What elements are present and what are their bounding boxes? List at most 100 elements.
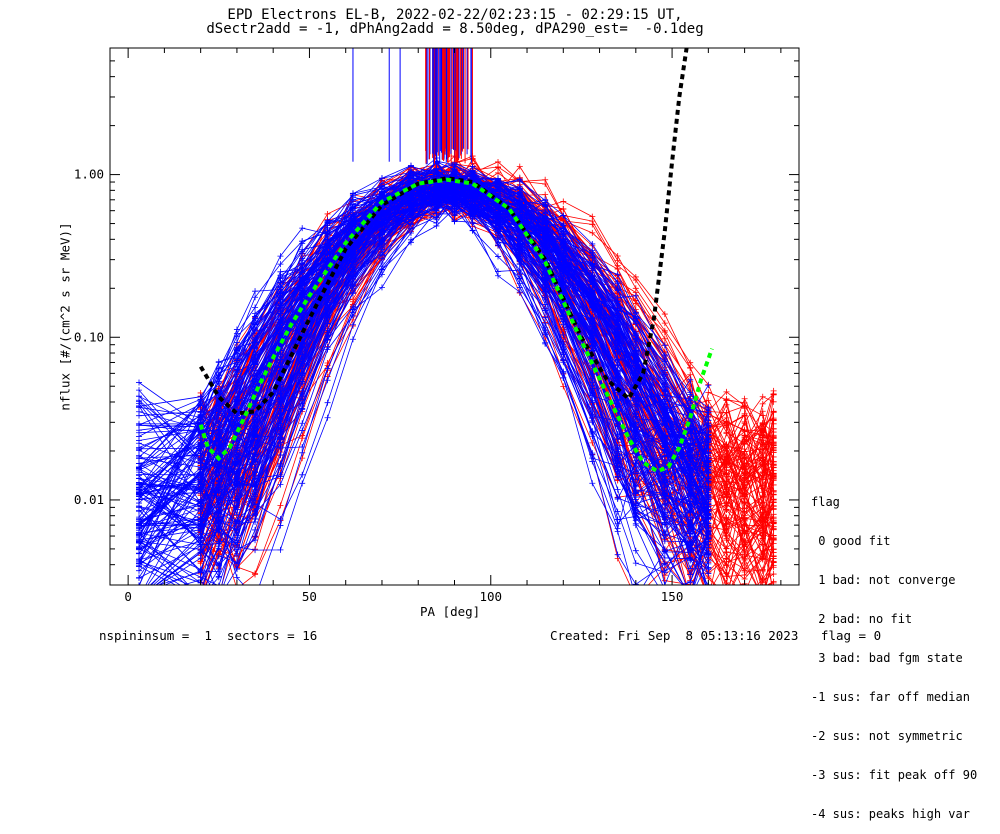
data-point-marker bbox=[349, 296, 356, 303]
data-point-marker bbox=[234, 586, 240, 592]
data-point-marker bbox=[723, 471, 730, 478]
data-point-marker bbox=[741, 405, 748, 412]
data-point-marker bbox=[760, 595, 766, 601]
data-point-marker bbox=[770, 506, 777, 513]
data-point-marker bbox=[705, 593, 711, 599]
data-point-marker bbox=[759, 567, 766, 574]
data-point-marker bbox=[723, 395, 730, 402]
data-point-marker bbox=[771, 594, 777, 600]
data-point-marker bbox=[633, 595, 639, 601]
data-point-marker bbox=[759, 529, 766, 536]
data-point-marker bbox=[770, 489, 777, 496]
data-point-marker bbox=[723, 526, 730, 533]
data-point-marker bbox=[252, 288, 259, 295]
data-point-marker bbox=[723, 478, 730, 485]
data-point-marker bbox=[742, 590, 748, 596]
data-point-marker bbox=[771, 588, 777, 594]
data-point-marker bbox=[661, 311, 668, 318]
data-point-marker bbox=[324, 414, 331, 421]
data-point-marker bbox=[632, 560, 639, 567]
data-point-marker bbox=[687, 589, 693, 595]
data-point-marker bbox=[771, 595, 777, 601]
data-point-marker bbox=[759, 428, 766, 435]
data-point-marker bbox=[760, 595, 766, 601]
data-point-marker bbox=[349, 190, 356, 197]
data-point-marker bbox=[136, 595, 142, 601]
data-point-marker bbox=[687, 591, 693, 597]
data-point-marker bbox=[687, 591, 693, 597]
data-point-marker bbox=[770, 425, 777, 432]
data-point-marker bbox=[723, 595, 729, 601]
data-point-marker bbox=[723, 595, 729, 601]
data-point-marker bbox=[198, 595, 204, 601]
data-point-marker bbox=[198, 595, 204, 601]
data-point-marker bbox=[759, 450, 766, 457]
data-point-marker bbox=[705, 595, 711, 601]
data-point-marker bbox=[723, 419, 730, 426]
data-point-marker bbox=[324, 210, 331, 217]
data-point-marker bbox=[495, 158, 502, 165]
data-point-marker bbox=[705, 595, 711, 601]
data-point-marker bbox=[560, 206, 567, 213]
data-point-marker bbox=[770, 387, 777, 394]
data-point-marker bbox=[723, 545, 730, 552]
data-point-marker bbox=[349, 336, 356, 343]
data-point-marker bbox=[277, 502, 284, 509]
data-point-marker bbox=[723, 445, 730, 452]
data-point-marker bbox=[705, 595, 711, 601]
data-point-marker bbox=[216, 595, 222, 601]
data-point-marker bbox=[770, 571, 777, 578]
data-point-marker bbox=[759, 400, 766, 407]
data-point-marker bbox=[277, 522, 284, 529]
data-point-marker bbox=[759, 541, 766, 548]
data-point-marker bbox=[723, 409, 730, 416]
data-point-marker bbox=[759, 555, 766, 562]
data-point-marker bbox=[741, 491, 748, 498]
data-point-marker bbox=[723, 595, 729, 601]
data-point-marker bbox=[198, 595, 204, 601]
data-point-marker bbox=[632, 277, 639, 284]
data-point-marker bbox=[252, 570, 259, 577]
data-point-marker bbox=[633, 595, 639, 601]
data-point-marker bbox=[760, 590, 766, 596]
data-point-marker bbox=[723, 593, 729, 599]
data-point-marker bbox=[741, 438, 748, 445]
data-point-marker bbox=[687, 595, 693, 601]
data-point-marker bbox=[560, 198, 567, 205]
data-point-marker bbox=[198, 593, 204, 599]
data-point-marker bbox=[705, 595, 711, 601]
data-point-marker bbox=[198, 595, 204, 601]
data-point-marker bbox=[705, 595, 711, 601]
data-point-marker bbox=[771, 589, 777, 595]
data-point-marker bbox=[723, 515, 730, 522]
data-point-marker bbox=[741, 481, 748, 488]
data-point-marker bbox=[723, 493, 730, 500]
data-point-marker bbox=[770, 464, 777, 471]
data-point-marker bbox=[198, 595, 204, 601]
data-point-marker bbox=[516, 163, 523, 170]
data-point-marker bbox=[741, 426, 748, 433]
data-point-marker bbox=[136, 588, 142, 594]
data-point-marker bbox=[770, 562, 777, 569]
data-point-marker bbox=[299, 480, 306, 487]
data-point-marker bbox=[760, 595, 766, 601]
data-point-marker bbox=[741, 476, 748, 483]
data-point-marker bbox=[198, 589, 204, 595]
data-point-marker bbox=[770, 433, 777, 440]
data-point-marker bbox=[770, 408, 777, 415]
data-point-marker bbox=[723, 458, 730, 465]
data-point-marker bbox=[324, 365, 331, 372]
data-point-marker bbox=[741, 499, 748, 506]
data-point-marker bbox=[770, 552, 777, 559]
data-point-marker bbox=[742, 595, 748, 601]
data-point-marker bbox=[742, 595, 748, 601]
data-point-marker bbox=[770, 514, 777, 521]
data-point-marker bbox=[759, 412, 766, 419]
data-point-marker bbox=[759, 434, 766, 441]
data-point-marker bbox=[759, 499, 766, 506]
data-point-marker bbox=[723, 430, 730, 437]
data-point-marker bbox=[741, 548, 748, 555]
data-point-marker bbox=[705, 389, 712, 396]
data-point-marker bbox=[705, 590, 711, 596]
